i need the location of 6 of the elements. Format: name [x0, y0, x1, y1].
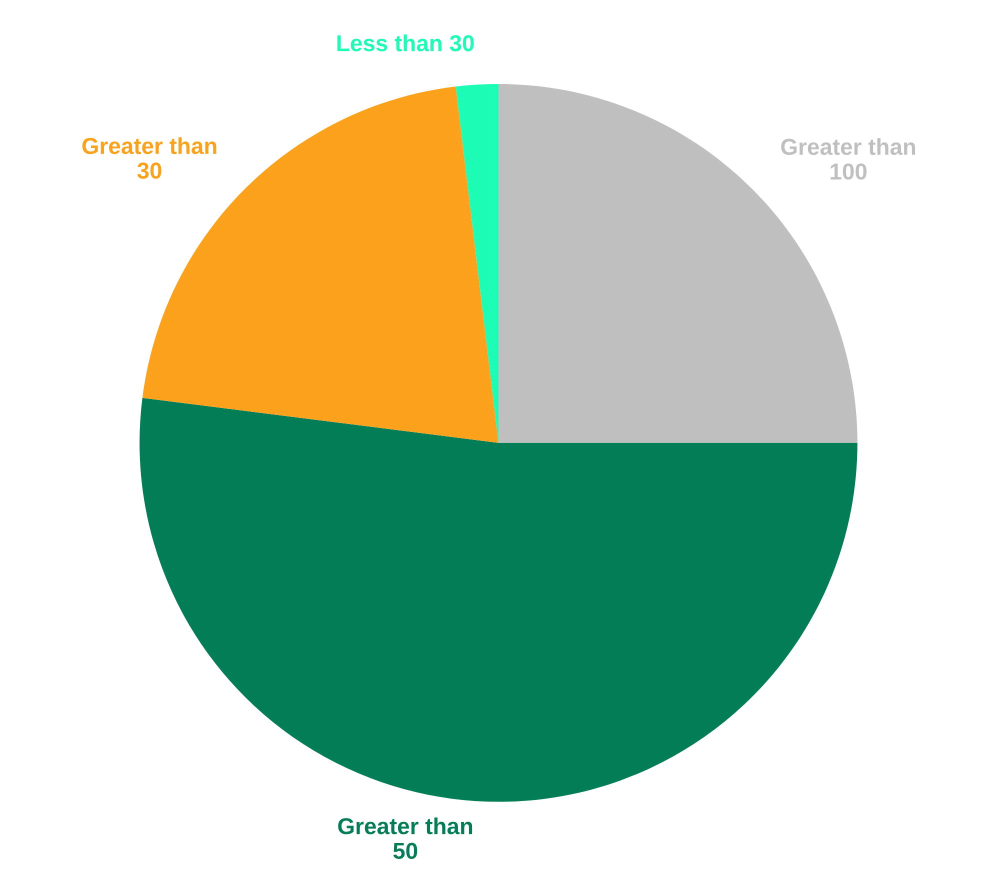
slice-label: Greater than 100	[781, 138, 916, 180]
slice-label: Greater than 50	[338, 817, 472, 859]
pie-slice	[456, 84, 498, 443]
pie-slice	[140, 398, 858, 802]
slice-label: Greater than 30	[82, 137, 216, 179]
slice-label: Less than 30	[337, 34, 474, 52]
